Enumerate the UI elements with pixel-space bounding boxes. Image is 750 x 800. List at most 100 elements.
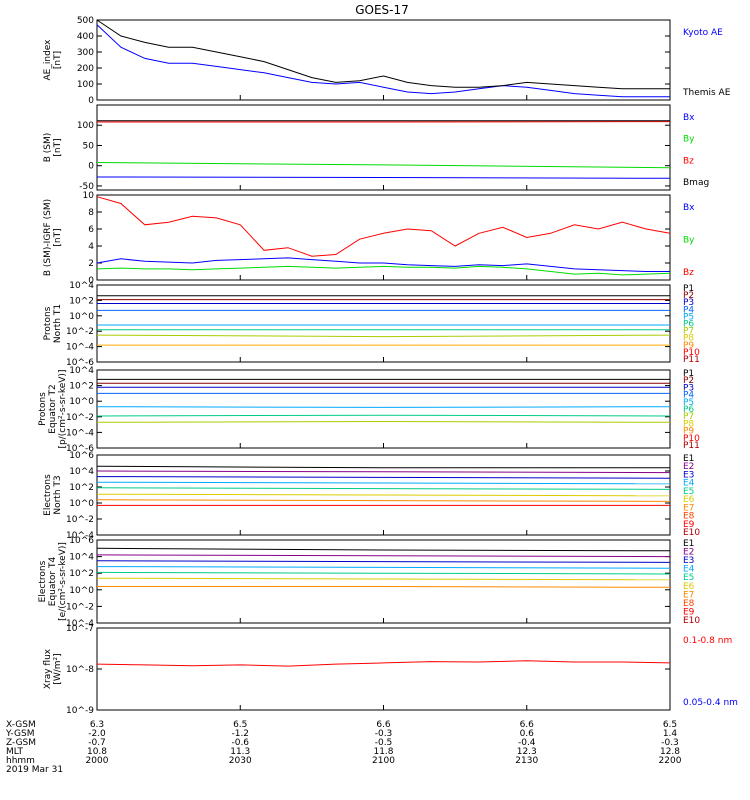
- series-line-by: [96, 265, 671, 276]
- x-axis-row-value: -1.2: [231, 729, 249, 739]
- y-axis-label: North T1: [53, 304, 63, 343]
- legend-label: P10: [683, 434, 700, 444]
- x-axis-row-value: 6.6: [520, 720, 535, 730]
- x-axis-row-value: -0.7: [88, 738, 106, 748]
- y-tick-label: 4: [88, 242, 94, 252]
- x-axis-row-label: X-GSM: [6, 720, 36, 730]
- legend-label: E3: [683, 470, 694, 480]
- x-axis-row-label: Y-GSM: [5, 729, 34, 739]
- legend-label: P3: [683, 383, 694, 393]
- y-tick-label: 10^4: [69, 281, 94, 291]
- y-tick-label: 100: [77, 121, 94, 131]
- series-line-kyoto-ae: [96, 24, 670, 98]
- y-tick-label: 10^4: [69, 467, 94, 477]
- x-axis-row-value: -0.4: [518, 738, 536, 748]
- y-tick-label: 10^-6: [66, 358, 94, 368]
- series-line-e2: [96, 554, 671, 558]
- x-axis-row-value: -0.6: [231, 738, 249, 748]
- y-tick-label: 10^0: [69, 586, 94, 596]
- panel-2: -50 0 50 100 B (SM) [nT] Bx By Bz Bmag: [43, 104, 709, 192]
- x-axis-row-value: -0.3: [375, 729, 393, 739]
- panel-3: 0 2 4 6 8 10 B (SM)-IGRF (SM) [nT] Bx By Bz: [43, 191, 695, 286]
- legend-label: Bx: [683, 203, 695, 213]
- legend-label: E9: [683, 607, 695, 617]
- legend-label: E3: [683, 556, 694, 566]
- legend-label: P10: [683, 348, 700, 358]
- legend-label: Bz: [683, 268, 694, 278]
- legend-label: P11: [683, 355, 700, 365]
- legend-label: P2: [683, 376, 694, 386]
- y-tick-label: 100: [77, 80, 94, 90]
- series-line-e1: [96, 547, 671, 552]
- series-line-themis-ae: [96, 19, 670, 90]
- panel-frame: [96, 284, 671, 363]
- y-axis-label: [W/m²]: [53, 653, 63, 684]
- y-axis-label: North T3: [53, 475, 63, 514]
- legend-label: Bmag: [683, 178, 709, 188]
- legend-label: E6: [683, 495, 695, 505]
- legend-label: E9: [683, 520, 695, 530]
- legend-label: 0.05-0.4 nm: [683, 698, 738, 708]
- panel-frame: [96, 539, 671, 624]
- plot-title: GOES-17: [355, 3, 409, 17]
- series-line-p5: [96, 406, 671, 408]
- series-line-e5: [96, 571, 671, 575]
- legend-label: E8: [683, 599, 695, 609]
- legend-label: P4: [683, 391, 694, 401]
- series-line-0-1-0-8-nm: [96, 660, 671, 667]
- x-axis-row-value: 11.8: [373, 747, 393, 757]
- y-tick-label: 10^-2: [66, 515, 94, 525]
- legend-label: P11: [683, 441, 700, 451]
- legend-label: P2: [683, 291, 694, 301]
- panel-frame: [96, 369, 671, 449]
- legend-label: E6: [683, 582, 695, 592]
- y-tick-label: 10: [83, 191, 95, 201]
- x-axis-row-value: 6.6: [376, 720, 391, 730]
- y-axis-label: [nT]: [53, 51, 63, 69]
- y-tick-label: 8: [88, 208, 94, 218]
- x-axis-row-value: 12.8: [660, 747, 680, 757]
- panel-5: 10^4 10^2 10^0 10^-2 10^-4 10^-6 Protons Equato…: [38, 366, 700, 454]
- legend-label: E10: [683, 528, 700, 538]
- y-tick-label: 10^4: [69, 366, 94, 376]
- y-tick-label: 10^2: [69, 382, 94, 392]
- y-tick-label: 10^2: [69, 296, 94, 306]
- y-tick-label: 10^-4: [66, 343, 94, 353]
- y-tick-label: -50: [79, 182, 94, 192]
- series-line-e4: [96, 566, 671, 569]
- legend-label: E4: [683, 479, 695, 489]
- y-tick-label: 10^0: [69, 499, 94, 509]
- series-line-bx: [96, 176, 671, 179]
- panel-frame: [96, 194, 671, 281]
- y-tick-label: 10^4: [69, 553, 94, 563]
- series-line-by: [96, 162, 671, 169]
- x-axis-row-value: 6.5: [233, 720, 247, 730]
- panel-1: 0 100 200 300 400 500 AE_index [nT] Kyoto AE Them…: [43, 16, 731, 106]
- x-axis-row-value: 6.3: [90, 720, 104, 730]
- y-axis-label: Xray flux: [43, 648, 53, 689]
- y-tick-label: 500: [77, 16, 94, 26]
- x-axis-row-label: MLT: [6, 747, 24, 757]
- series-line-e7: [97, 586, 671, 588]
- legend-label: P7: [683, 412, 694, 422]
- x-axis-row-value: 1.4: [663, 729, 678, 739]
- series-line-bz: [96, 196, 671, 257]
- series-line-p6: [96, 414, 671, 417]
- legend-label: P8: [683, 419, 694, 429]
- legend-label: P9: [683, 341, 694, 351]
- x-axis-row-value: 2000: [86, 756, 109, 766]
- y-axis-label: [p/(cm²-s-sr-keV)]: [58, 370, 68, 449]
- legend-label: E5: [683, 487, 694, 497]
- x-axis-row-value: -0.3: [661, 738, 679, 748]
- y-tick-label: 10^2: [69, 483, 94, 493]
- legend-label: P7: [683, 327, 694, 337]
- panel-8: 10^-7 10^-8 10^-9 Xray flux [W/m²] 0.1-0.8 nm…: [43, 624, 738, 716]
- x-axis-row-label: hhmm: [6, 756, 35, 766]
- x-axis-row-value: 2100: [372, 756, 395, 766]
- y-tick-label: 10^6: [69, 536, 94, 546]
- series-line-e3: [96, 560, 671, 563]
- y-tick-label: 200: [77, 64, 94, 74]
- legend-label: P6: [683, 405, 694, 415]
- panel-4: 10^4 10^2 10^0 10^-2 10^-4 10^-6 Protons North …: [43, 281, 700, 368]
